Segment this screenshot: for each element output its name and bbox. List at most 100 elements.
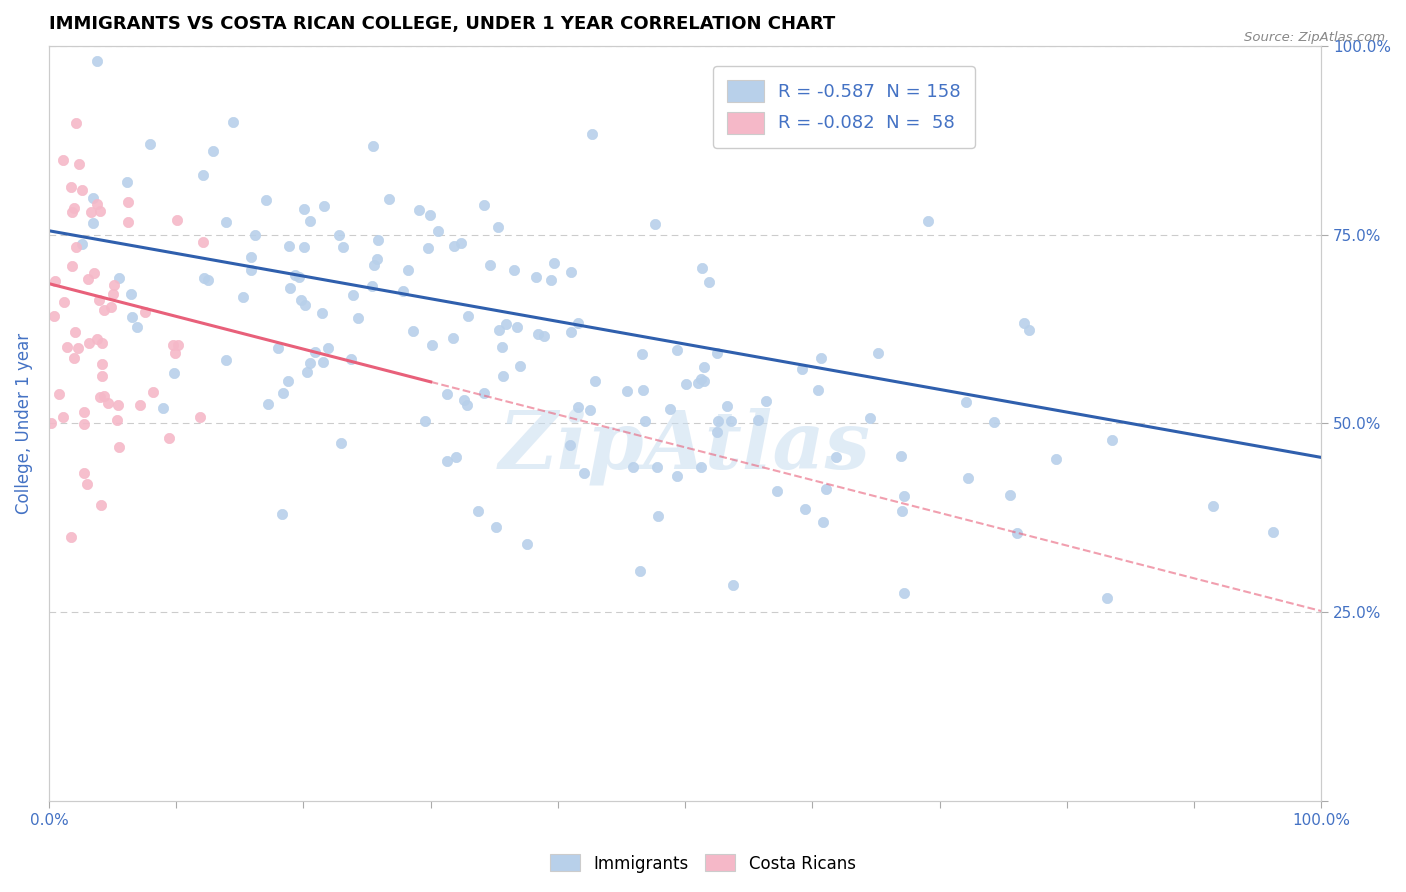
Point xyxy=(436,454,458,468)
Point xyxy=(103,286,125,301)
Point xyxy=(120,286,142,301)
Point xyxy=(163,345,186,359)
Point xyxy=(689,372,711,386)
Point xyxy=(366,252,388,266)
Point xyxy=(117,215,139,229)
Point xyxy=(693,374,716,388)
Point xyxy=(1045,451,1067,466)
Point xyxy=(67,341,90,355)
Point xyxy=(117,175,139,189)
Point xyxy=(378,192,401,206)
Legend: Immigrants, Costa Ricans: Immigrants, Costa Ricans xyxy=(544,847,862,880)
Point xyxy=(1018,323,1040,337)
Point xyxy=(316,341,339,355)
Point xyxy=(197,273,219,287)
Point xyxy=(89,391,111,405)
Point xyxy=(658,402,681,417)
Point xyxy=(453,392,475,407)
Point xyxy=(329,436,352,450)
Point xyxy=(107,440,129,454)
Point xyxy=(491,368,513,383)
Point xyxy=(567,316,589,330)
Point xyxy=(193,169,215,183)
Point xyxy=(515,536,537,550)
Point xyxy=(413,414,436,428)
Point xyxy=(139,137,162,152)
Point xyxy=(416,241,439,255)
Point xyxy=(408,203,430,218)
Point xyxy=(328,228,350,243)
Point xyxy=(121,310,143,325)
Point xyxy=(48,387,70,401)
Point xyxy=(581,128,603,142)
Point xyxy=(690,261,713,276)
Point xyxy=(267,341,290,355)
Point xyxy=(645,459,668,474)
Point xyxy=(63,201,86,215)
Point xyxy=(193,270,215,285)
Point xyxy=(77,272,100,286)
Point xyxy=(62,259,84,273)
Point xyxy=(690,460,713,475)
Point xyxy=(167,338,190,352)
Point xyxy=(215,215,238,229)
Point xyxy=(142,384,165,399)
Point xyxy=(363,258,385,272)
Point xyxy=(503,263,526,277)
Point xyxy=(1202,499,1225,513)
Point xyxy=(284,268,307,282)
Point xyxy=(766,484,789,499)
Text: Source: ZipAtlas.com: Source: ZipAtlas.com xyxy=(1244,31,1385,45)
Point xyxy=(222,115,245,129)
Point xyxy=(420,337,443,351)
Point xyxy=(583,374,606,388)
Point xyxy=(693,360,716,375)
Point xyxy=(65,240,87,254)
Point xyxy=(83,266,105,280)
Point xyxy=(392,284,415,298)
Point xyxy=(100,300,122,314)
Point xyxy=(721,578,744,592)
Point xyxy=(825,450,848,465)
Point xyxy=(616,384,638,398)
Point xyxy=(572,467,595,481)
Point xyxy=(665,468,688,483)
Point xyxy=(628,564,651,578)
Point xyxy=(866,346,889,360)
Y-axis label: College, Under 1 year: College, Under 1 year xyxy=(15,333,32,514)
Point xyxy=(754,393,776,408)
Point xyxy=(485,519,508,533)
Point xyxy=(486,219,509,234)
Point xyxy=(706,425,728,440)
Point xyxy=(93,303,115,318)
Point xyxy=(859,410,882,425)
Point xyxy=(256,397,278,411)
Point xyxy=(56,340,79,354)
Point xyxy=(444,450,467,464)
Point xyxy=(488,323,510,337)
Point xyxy=(128,398,150,412)
Point xyxy=(340,351,363,366)
Point xyxy=(360,279,382,293)
Point xyxy=(65,116,87,130)
Point xyxy=(509,359,531,374)
Point xyxy=(361,139,384,153)
Point xyxy=(294,240,316,254)
Point xyxy=(621,459,644,474)
Point xyxy=(70,237,93,252)
Point xyxy=(533,328,555,343)
Point xyxy=(332,240,354,254)
Text: ZipAtlas: ZipAtlas xyxy=(499,408,872,485)
Point xyxy=(201,144,224,158)
Point xyxy=(790,362,813,376)
Point xyxy=(73,405,96,419)
Point xyxy=(644,218,666,232)
Point xyxy=(647,509,669,524)
Point xyxy=(540,273,562,287)
Point xyxy=(73,466,96,480)
Point xyxy=(706,345,728,359)
Point xyxy=(1012,317,1035,331)
Point xyxy=(67,157,90,171)
Point xyxy=(162,338,184,352)
Point xyxy=(52,153,75,168)
